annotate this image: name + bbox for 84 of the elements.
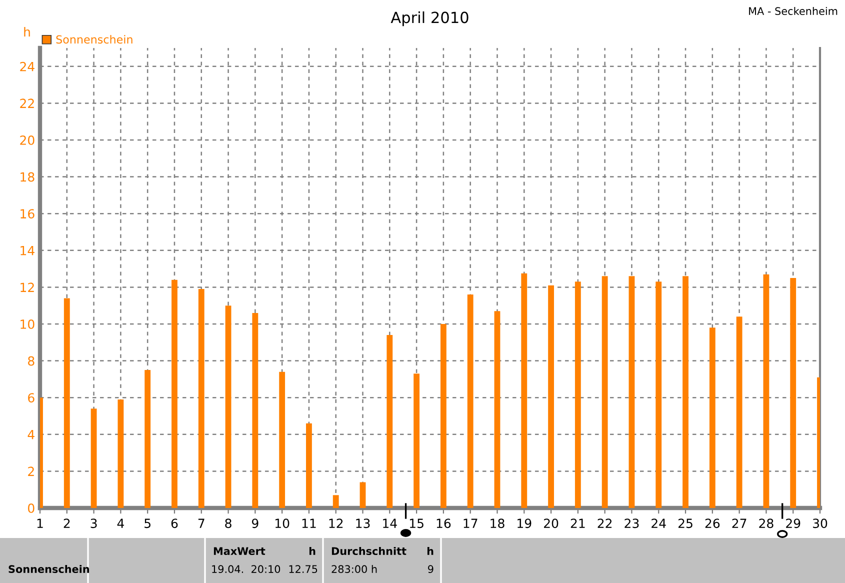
- y-tick-label: 14: [20, 246, 34, 256]
- bar: [386, 335, 393, 508]
- x-tick-label: 14: [383, 518, 397, 528]
- text: 12.75: [289, 565, 318, 574]
- y-tick-label: 16: [20, 209, 34, 219]
- x-tick-label: 22: [598, 518, 612, 528]
- x-tick-label: 21: [570, 518, 585, 528]
- bar: [467, 294, 474, 508]
- x-tick-label: 16: [436, 518, 451, 528]
- x-tick-label: 15: [410, 518, 424, 528]
- y-tick-label: 18: [20, 172, 34, 182]
- text: h: [309, 546, 316, 555]
- y-tick-label: 2: [28, 466, 34, 476]
- x-tick-label: 3: [90, 518, 97, 528]
- bar: [90, 408, 97, 508]
- x-tick-label: 24: [652, 518, 666, 528]
- y-tick-label: 24: [20, 62, 34, 72]
- bar: [602, 276, 608, 508]
- text: 9: [428, 565, 434, 574]
- bar: [736, 316, 742, 508]
- x-tick-label: 12: [329, 518, 343, 528]
- x-tick-label: 30: [813, 518, 828, 528]
- x-tick-label: 9: [252, 518, 258, 528]
- bar: [574, 282, 581, 508]
- x-tick-label: 5: [144, 518, 150, 528]
- x-tick-label: 26: [705, 518, 720, 528]
- bar: [118, 399, 124, 508]
- bar: [682, 276, 688, 508]
- x-tick-label: 13: [356, 518, 370, 528]
- y-tick-label: 0: [28, 503, 34, 513]
- text: 283:00 h: [332, 564, 377, 574]
- bar: [763, 274, 770, 508]
- x-tick-label: 8: [225, 518, 232, 528]
- y-axis-title: h: [24, 26, 30, 36]
- bar: [172, 280, 178, 508]
- bar: [521, 273, 528, 508]
- y-tick-label: 12: [20, 282, 34, 292]
- x-tick-label: 1: [37, 518, 43, 528]
- x-tick-label: 25: [678, 518, 692, 528]
- y-tick-label: 22: [20, 98, 34, 108]
- y-tick-label: 20: [20, 135, 34, 145]
- x-tick-label: 7: [198, 518, 204, 528]
- bar: [548, 285, 554, 508]
- bar: [440, 324, 446, 508]
- bar: [332, 495, 339, 508]
- bar: [64, 298, 70, 508]
- x-tick-label: 2: [64, 518, 70, 528]
- x-tick-label: 19: [518, 518, 532, 528]
- text: Sonnenschein: [8, 564, 89, 574]
- y-tick-label: 6: [28, 393, 34, 403]
- bar: [252, 312, 258, 508]
- x-tick-label: 18: [490, 518, 504, 528]
- y-tick-label: 10: [20, 319, 34, 329]
- bar: [198, 289, 204, 508]
- bar: [225, 306, 232, 508]
- bar: [709, 328, 716, 508]
- bar: [656, 282, 662, 508]
- text: 19.04. 20:10: [212, 565, 280, 574]
- bar: [306, 423, 312, 508]
- x-tick-label: 20: [544, 518, 558, 528]
- bar: [628, 276, 635, 508]
- y-tick-label: 4: [28, 430, 34, 440]
- bar: [414, 374, 420, 508]
- x-tick-label: 6: [171, 518, 178, 528]
- x-tick-label: 28: [759, 518, 774, 528]
- bar: [360, 482, 366, 508]
- legend-label: Sonnenschein: [56, 35, 132, 44]
- x-tick-label: 11: [302, 518, 316, 528]
- text: h: [427, 546, 434, 555]
- x-tick-label: 27: [732, 518, 746, 528]
- y-tick-label: 8: [28, 356, 34, 366]
- x-tick-label: 4: [117, 518, 124, 528]
- text: MA - Seckenheim: [749, 6, 838, 16]
- bar: [790, 278, 796, 508]
- bar: [144, 370, 151, 508]
- bar: [279, 372, 286, 508]
- x-tick-label: 10: [275, 518, 290, 528]
- bar: [494, 311, 500, 508]
- x-tick-label: 17: [464, 518, 478, 528]
- x-tick-label: 23: [624, 518, 639, 528]
- chart-title: April 2010: [390, 11, 468, 26]
- text: Durchschnitt: [332, 546, 406, 556]
- text: MaxWert: [214, 547, 266, 556]
- x-tick-label: 29: [786, 518, 800, 528]
